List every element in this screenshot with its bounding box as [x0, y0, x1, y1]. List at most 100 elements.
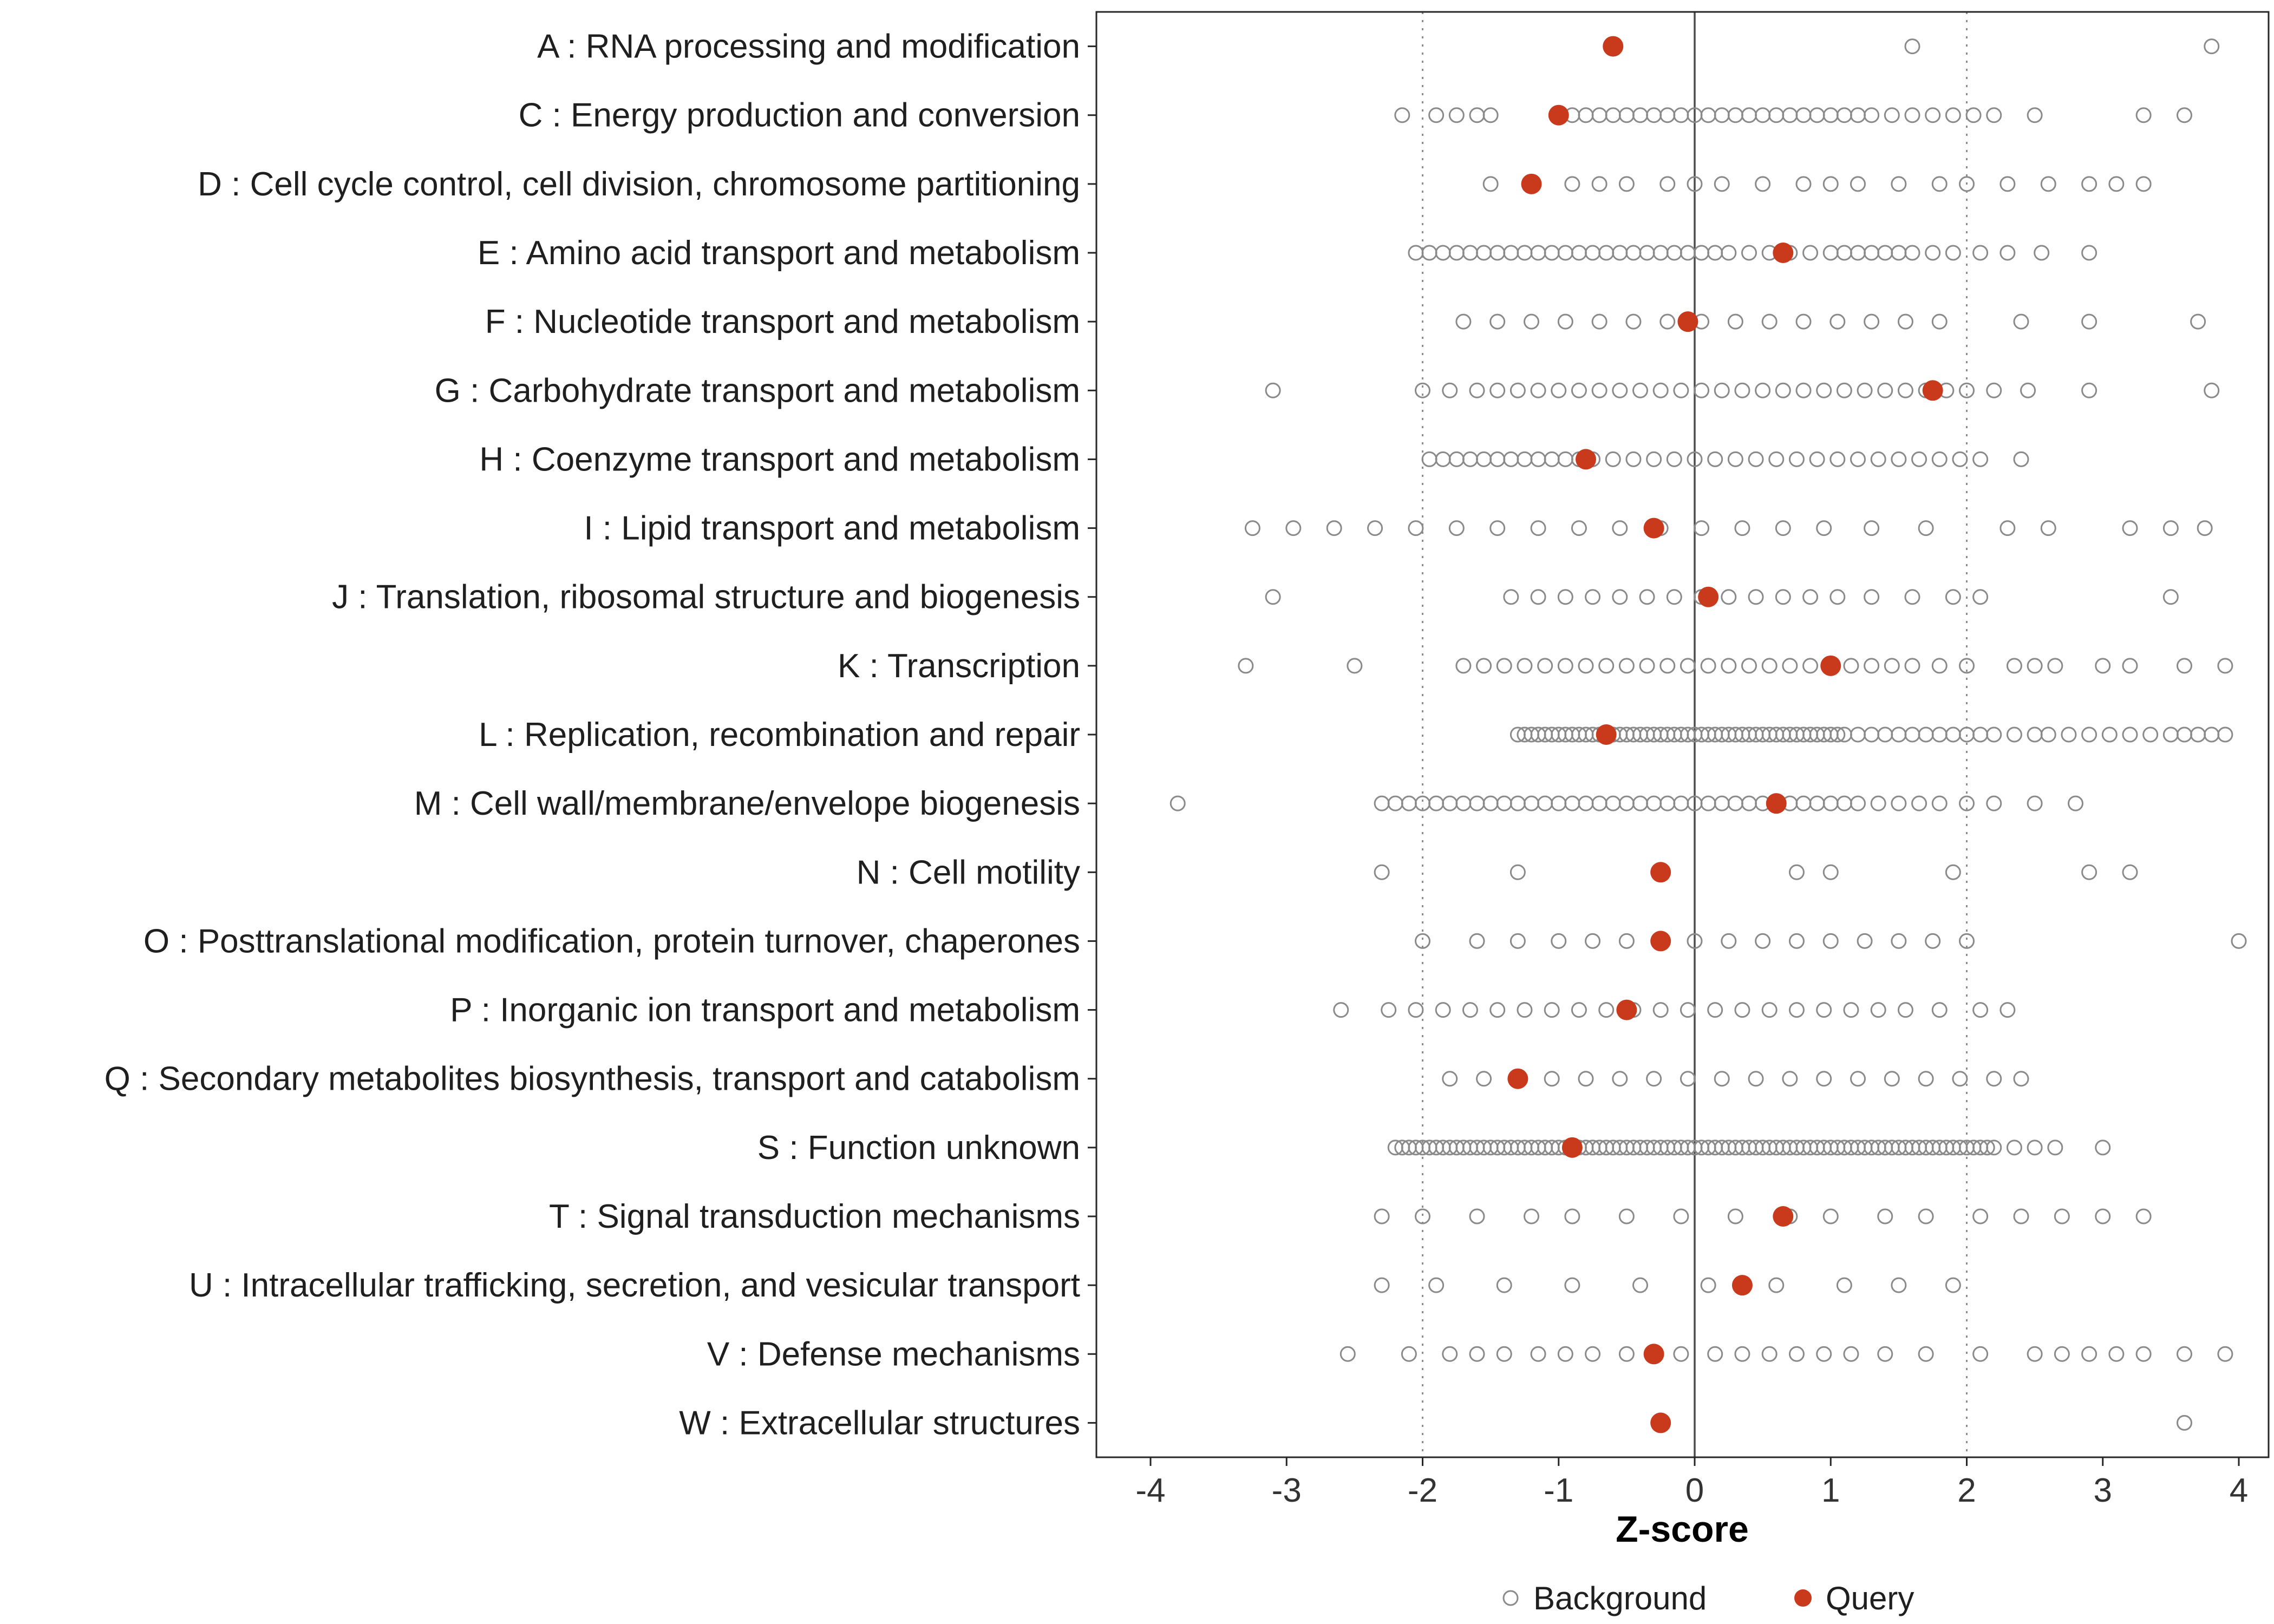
background-point — [1829, 726, 1846, 743]
background-point — [1496, 1346, 1512, 1362]
query-point — [1922, 380, 1943, 401]
query-point — [1650, 1412, 1671, 1433]
background-point — [1700, 107, 1716, 123]
background-point — [1850, 176, 1866, 192]
background-point — [1524, 1208, 1539, 1224]
query-point — [1603, 36, 1624, 57]
background-point — [1972, 1208, 1989, 1224]
background-point — [1755, 382, 1771, 398]
query-point — [1773, 1206, 1794, 1227]
category-label: Q : Secondary metabolites biosynthesis, … — [104, 1060, 1080, 1098]
background-point — [1476, 245, 1492, 261]
background-point — [1578, 795, 1594, 811]
background-point — [1972, 245, 1989, 261]
background-point — [1721, 245, 1737, 261]
query-point — [1548, 104, 1569, 126]
background-point — [1489, 451, 1506, 467]
background-point — [1551, 382, 1567, 398]
category-label: P : Inorganic ion transport and metaboli… — [450, 992, 1080, 1029]
background-point — [1809, 107, 1825, 123]
background-point — [1965, 107, 1982, 123]
background-point — [1707, 1346, 1723, 1362]
background-point — [1802, 658, 1819, 674]
background-point — [1904, 658, 1920, 674]
background-point — [1952, 1071, 1968, 1087]
background-point — [1782, 1071, 1798, 1087]
background-point — [1788, 1346, 1805, 1362]
background-point — [1918, 1208, 1934, 1224]
background-point — [1945, 1277, 1961, 1293]
background-point — [1646, 1071, 1662, 1087]
background-point — [2020, 382, 2036, 398]
background-point — [1578, 107, 1594, 123]
background-point — [1632, 795, 1648, 811]
background-point — [1489, 382, 1506, 398]
background-point — [1598, 658, 1615, 674]
legend-background-label: Background — [1533, 1580, 1707, 1616]
background-point — [1564, 795, 1580, 811]
background-point — [1999, 245, 2016, 261]
background-point — [1986, 1140, 2002, 1156]
background-point — [1904, 38, 1920, 55]
background-point — [1605, 451, 1621, 467]
background-point — [1591, 107, 1608, 123]
background-point — [1836, 107, 1852, 123]
background-point — [1421, 245, 1437, 261]
query-point — [1698, 586, 1719, 607]
x-tick-label: 4 — [2230, 1472, 2248, 1509]
x-tick-label: -4 — [1135, 1472, 1165, 1509]
background-point — [1591, 795, 1608, 811]
background-point — [1891, 795, 1907, 811]
background-point — [1700, 1277, 1716, 1293]
category-label: J : Translation, ribosomal structure and… — [332, 579, 1080, 616]
category-label: W : Extracellular structures — [679, 1404, 1080, 1442]
background-point — [2081, 382, 2097, 398]
background-point — [1571, 382, 1587, 398]
background-point — [2006, 658, 2022, 674]
background-point — [1618, 658, 1635, 674]
background-point — [1707, 245, 1723, 261]
background-point — [1530, 245, 1546, 261]
background-point — [1897, 382, 1913, 398]
background-point — [1768, 107, 1785, 123]
background-point — [1986, 795, 2002, 811]
background-point — [1585, 245, 1601, 261]
background-point — [1972, 451, 1989, 467]
background-point — [1544, 1071, 1560, 1087]
background-point — [1931, 658, 1948, 674]
background-point — [1503, 245, 1519, 261]
background-point — [1802, 245, 1819, 261]
background-point — [1850, 726, 1866, 743]
background-point — [1972, 1002, 1989, 1018]
background-point — [1537, 658, 1553, 674]
background-point — [2135, 107, 2152, 123]
background-point — [1931, 451, 1948, 467]
background-point — [1408, 1002, 1424, 1018]
background-point — [1503, 589, 1519, 605]
background-point — [2231, 933, 2247, 949]
background-point — [1816, 382, 1832, 398]
background-point — [1680, 1071, 1696, 1087]
background-point — [1891, 726, 1907, 743]
background-point — [1517, 1002, 1533, 1018]
background-point — [1659, 313, 1676, 330]
background-point — [2061, 726, 2077, 743]
background-point — [1850, 451, 1866, 467]
background-point — [1829, 589, 1846, 605]
background-point — [1646, 451, 1662, 467]
background-point — [1524, 313, 1539, 330]
background-point — [1891, 1277, 1907, 1293]
background-point — [1632, 107, 1648, 123]
query-point — [1677, 311, 1698, 332]
background-point — [1714, 382, 1730, 398]
category-label: G : Carbohydrate transport and metabolis… — [435, 372, 1080, 409]
background-point — [1727, 1208, 1743, 1224]
background-point — [1687, 451, 1703, 467]
background-point — [1442, 795, 1458, 811]
background-point — [1517, 658, 1533, 674]
background-point — [1408, 520, 1424, 536]
background-point — [1843, 1346, 1859, 1362]
category-label: K : Transcription — [838, 647, 1080, 685]
background-point — [2027, 726, 2043, 743]
